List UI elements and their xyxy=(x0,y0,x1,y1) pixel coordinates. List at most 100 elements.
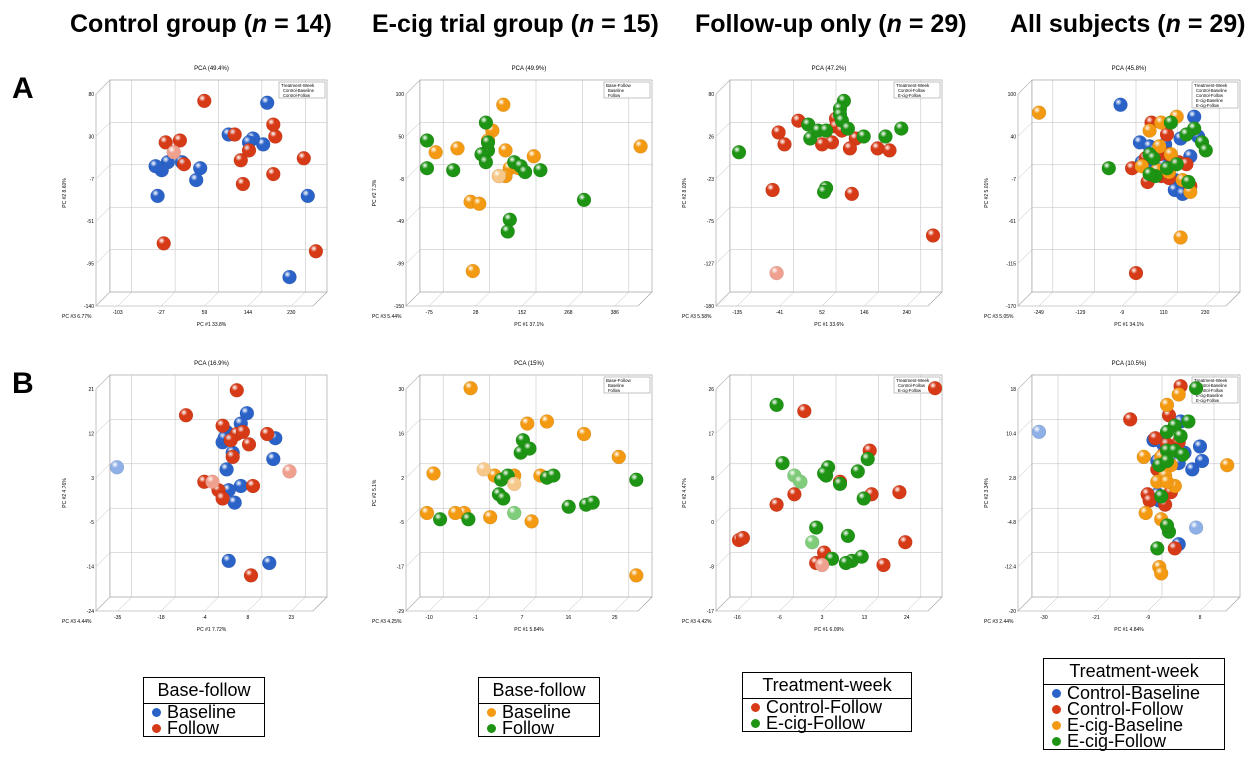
data-point xyxy=(611,449,627,465)
y-tick-label: 26 xyxy=(708,387,714,393)
inset-legend: Treatment-WeekControl-BaselineControl-Fo… xyxy=(278,81,326,99)
data-point xyxy=(300,188,316,204)
y-tick-label: -8 xyxy=(400,177,405,183)
grid-line xyxy=(715,207,731,222)
grid-line xyxy=(1121,291,1137,307)
data-point xyxy=(797,403,812,419)
grid-line xyxy=(568,596,583,612)
data-point xyxy=(814,137,830,152)
grid-line xyxy=(1017,249,1033,264)
y-tick-label: -127 xyxy=(704,262,714,268)
data-point xyxy=(432,512,448,527)
grid-line xyxy=(1080,291,1095,307)
side-wall xyxy=(95,374,111,612)
x-tick-label: -30 xyxy=(1040,615,1047,621)
y-tick-label: -5 xyxy=(400,520,405,526)
back-wall xyxy=(1031,374,1241,598)
data-point xyxy=(506,505,522,521)
grid-line xyxy=(95,207,111,222)
inset-legend-item: Control-Baseline xyxy=(1196,383,1228,388)
data-point xyxy=(498,143,513,158)
data-point xyxy=(1138,505,1153,521)
inset-legend-item: Control-Follow xyxy=(283,93,311,98)
grid-line xyxy=(405,207,421,222)
data-point xyxy=(1031,105,1047,120)
z-axis-label: PC #3 2.44% xyxy=(984,619,1014,625)
data-point xyxy=(227,495,242,510)
data-point xyxy=(539,414,555,429)
data-point xyxy=(1136,449,1152,465)
inset-legend-item: E-cig-Follow xyxy=(1196,398,1220,403)
y-tick-label: -8 xyxy=(710,565,715,571)
grid-line xyxy=(117,596,132,612)
z-axis-label: PC #3 4.44% xyxy=(62,619,92,625)
y-tick-label: 80 xyxy=(88,92,94,98)
data-point xyxy=(259,95,275,110)
data-point xyxy=(1167,541,1183,556)
grid-line xyxy=(247,291,263,307)
data-point xyxy=(1101,160,1117,176)
data-point xyxy=(1146,151,1161,166)
grid-line xyxy=(715,122,731,137)
x-axis-label: PC #1 37.1% xyxy=(514,322,544,328)
y-axis-label: PC #2 7.3% xyxy=(372,179,378,206)
side-wall xyxy=(1017,374,1033,612)
y-tick-label: -14 xyxy=(87,565,94,571)
y-axis-label: PC #2 5.1% xyxy=(372,479,378,506)
data-point xyxy=(1163,115,1179,130)
data-point xyxy=(1122,412,1138,427)
legend-dot xyxy=(487,723,496,733)
data-point xyxy=(426,466,441,481)
data-point xyxy=(215,491,230,506)
grid-line xyxy=(95,374,111,390)
data-point xyxy=(1192,439,1208,454)
data-point xyxy=(1169,156,1184,172)
side-wall xyxy=(715,374,731,612)
data-point xyxy=(235,424,251,440)
inset-legend-title: Treatment-Week xyxy=(1194,378,1228,383)
data-point xyxy=(463,381,478,396)
data-point xyxy=(576,426,592,442)
inset-legend-item: Follow xyxy=(608,388,621,393)
grid-line xyxy=(614,291,629,307)
grid-line xyxy=(405,596,421,612)
y-tick-label: -75 xyxy=(707,219,714,225)
x-tick-label: 8 xyxy=(247,615,250,621)
x-tick-label: -41 xyxy=(776,310,783,316)
data-point xyxy=(166,145,182,160)
x-tick-label: 24 xyxy=(904,615,910,621)
data-point xyxy=(842,141,858,156)
x-axis-label: PC #1 6.09% xyxy=(814,627,844,633)
inset-legend-item: E-cig-Follow xyxy=(1196,103,1220,108)
legend-item: Follow xyxy=(144,719,264,737)
x-tick-label: 268 xyxy=(564,310,573,316)
data-point xyxy=(241,437,257,452)
grid-line xyxy=(95,552,111,567)
data-point xyxy=(225,449,240,465)
data-point xyxy=(808,520,824,535)
inset-legend-item: Control-Follow xyxy=(1196,93,1224,98)
data-point xyxy=(629,472,644,488)
x-tick-label: 23 xyxy=(289,615,295,621)
data-point xyxy=(1185,462,1200,477)
x-tick-label: 16 xyxy=(566,615,572,621)
x-tick-label: -9 xyxy=(1146,615,1151,621)
inset-legend-item: Follow xyxy=(608,93,621,98)
z-axis-label: PC #3 4.25% xyxy=(372,619,402,625)
chart-title: PCA (45.8%) xyxy=(1112,66,1147,72)
data-point xyxy=(308,244,324,259)
data-point xyxy=(777,137,792,152)
data-point xyxy=(894,121,909,136)
data-point xyxy=(296,151,312,166)
grid-line xyxy=(405,249,421,264)
side-wall xyxy=(405,79,421,307)
grid-line xyxy=(405,122,421,137)
data-point xyxy=(735,530,751,546)
data-point xyxy=(172,133,188,148)
data-point xyxy=(840,528,856,544)
x-tick-label: -75 xyxy=(426,310,433,316)
y-tick-label: -61 xyxy=(1009,219,1016,225)
x-tick-label: -103 xyxy=(113,310,123,316)
row-label-a: A xyxy=(12,72,34,105)
